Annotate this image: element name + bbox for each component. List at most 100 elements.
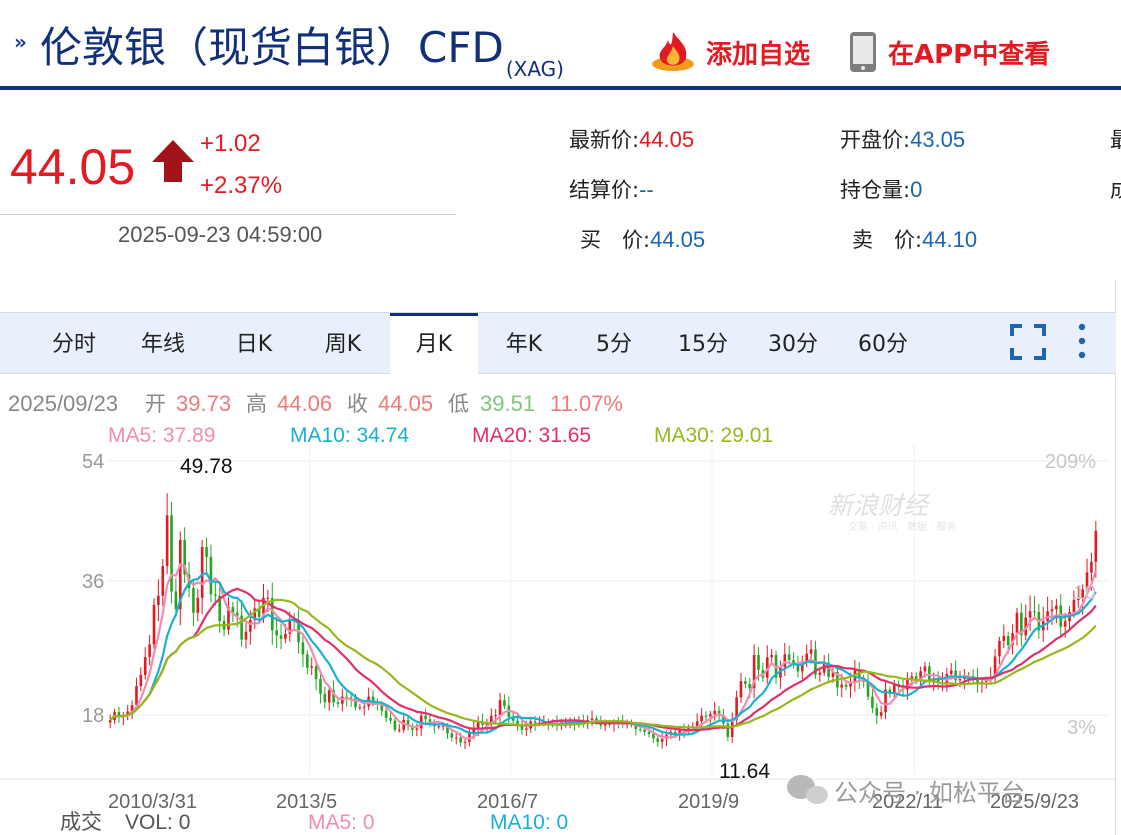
candle-body [489,715,493,725]
tab-60min[interactable]: 60分 [858,332,908,357]
candle-body [354,698,357,708]
info-high-label: 高 [246,392,267,416]
candle [744,677,747,689]
candle-body [301,642,305,655]
candle [875,703,879,725]
candle-body [844,684,848,687]
candle-body [976,677,979,684]
candle-body [1094,530,1098,562]
candle-body [1024,617,1028,636]
candle [713,701,717,721]
candle [227,597,230,635]
candle [358,703,362,711]
tab-15min[interactable]: 15分 [678,332,728,357]
phone-icon[interactable] [848,31,878,73]
wechat-watermark: 公众号 · 如松平台 [834,779,1025,807]
candle-body [148,644,151,658]
candle-body [244,631,248,640]
current-price: 44.05 [10,139,136,195]
candle-body [126,711,130,715]
candle-body [450,733,454,738]
candle [1020,603,1023,647]
candle [656,735,660,747]
candle-body [954,670,957,681]
ma30-line [109,598,1097,729]
candle-body [678,729,681,735]
candle-body [108,719,112,723]
more-vertical-icon[interactable] [1072,322,1092,360]
candle-body [349,697,353,699]
candle-body [152,604,156,645]
candle [240,600,243,647]
candle [411,723,414,737]
tab-daily-k[interactable]: 日K [235,332,273,357]
up-arrow-icon [152,140,194,182]
tab-monthly-k[interactable]: 月K [390,313,478,375]
header-divider [0,86,1121,90]
candle [1024,604,1028,641]
candle-body [638,729,642,731]
candle-body [437,726,441,728]
candle-body [117,712,121,718]
candle-body [884,689,887,713]
candle [498,692,502,723]
candle-body [1033,611,1036,613]
candle-body [306,654,309,668]
candle [130,700,134,720]
candle [319,672,322,704]
y-tick-right-label: 10 [1074,582,1096,604]
add-favorite-button[interactable]: 添加自选 [706,40,811,70]
info-close-label: 收 [347,392,368,416]
candle [327,686,331,711]
candle-body [227,607,230,630]
candle-body [336,702,340,704]
candle-body [485,724,489,726]
candle-body [494,715,497,716]
tab-weekly-k[interactable]: 周K [324,332,362,357]
candle-body [406,719,410,726]
candle-body [170,515,173,592]
candle-body [1059,605,1063,627]
view-in-app-button[interactable]: 在APP中查看 [888,40,1051,70]
candle-body [1011,633,1014,646]
legend-ma30: MA30: 29.01 [654,424,773,447]
candle [726,720,730,742]
x-tick-label: 2010/3/31 [108,791,197,813]
candle-body [660,738,664,742]
kline-chart[interactable]: 2025/09/23 开 39.73 高 44.06 收 44.05 低 39.… [0,374,1116,835]
kline-svg: 2025/09/23 开 39.73 高 44.06 收 44.05 低 39.… [0,391,1116,834]
candle-body [984,680,988,682]
candle-body [266,597,270,599]
candle [503,694,506,710]
fire-icon[interactable] [650,28,696,74]
candle [1050,600,1054,626]
legend-ma10: MA10: 34.74 [290,424,409,447]
candle [306,650,309,675]
candle [1033,595,1036,620]
sina-watermark: 新浪财经 [828,491,931,520]
candle [787,645,791,665]
candle-body [1015,612,1019,634]
candle-body [231,607,235,613]
legend-ma20: MA20: 31.65 [472,424,591,447]
candle [244,622,248,649]
candle [717,705,721,720]
tab-yearly-k[interactable]: 年K [505,332,543,357]
candle-body [511,717,515,721]
candle-body [840,684,844,688]
tab-year-line[interactable]: 年线 [140,332,185,357]
fullscreen-icon[interactable] [1010,324,1046,360]
candle [323,686,327,709]
tab-intraday[interactable]: 分时 [51,332,96,357]
candle-body [327,690,331,703]
candle-body [371,696,375,704]
candle-body [914,676,918,680]
candle-body [717,710,721,715]
candle [139,667,143,692]
tab-5min[interactable]: 5分 [596,332,632,357]
quote-timestamp: 2025-09-23 04:59:00 [118,222,323,247]
candle [954,660,957,686]
candle-body [564,721,568,723]
tab-30min[interactable]: 30分 [768,332,818,357]
candle-body [214,594,217,596]
